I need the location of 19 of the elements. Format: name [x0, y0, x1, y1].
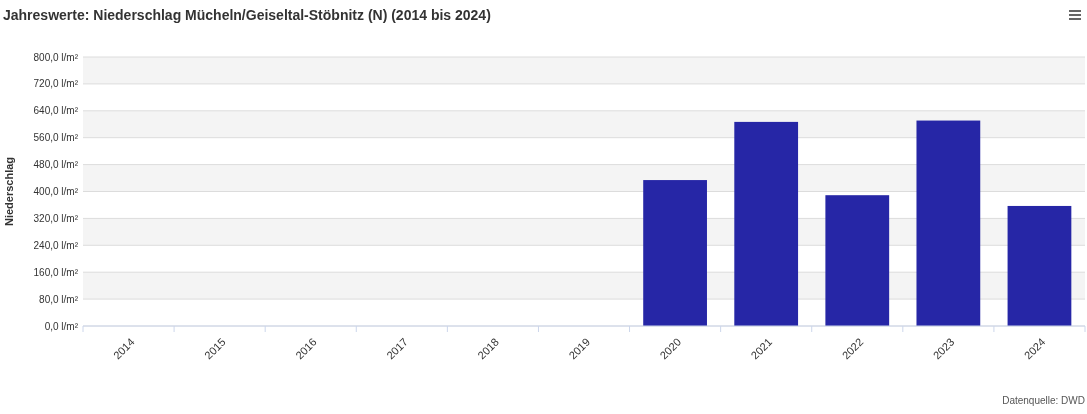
text: Datenquelle: DWD: [1002, 395, 1085, 406]
y-tick-label: 240,0 l/m²: [33, 239, 79, 251]
y-tick-label: 560,0 l/m²: [33, 132, 79, 144]
y-tick-label: 640,0 l/m²: [33, 105, 79, 117]
y-tick-label: 160,0 l/m²: [33, 266, 79, 278]
bar: [1007, 205, 1072, 326]
bar: [643, 180, 707, 326]
y-axis-title: Niederschlag: [3, 156, 15, 227]
chart-title: Jahreswerte: Niederschlag Mücheln/Geiseltal-Stöbnitz (N) (2014 bis 2024): [3, 7, 491, 23]
y-tick-label: 80,0 l/m²: [39, 293, 79, 305]
bar: [825, 195, 890, 326]
bar: [734, 121, 799, 326]
bar: [916, 120, 981, 326]
y-tick-label: 720,0 l/m²: [33, 78, 79, 90]
y-tick-label: 0,0 l/m²: [44, 320, 79, 332]
y-tick-label: 320,0 l/m²: [33, 212, 79, 224]
y-tick-label: 480,0 l/m²: [33, 159, 79, 171]
y-tick-label: 800,0 l/m²: [33, 51, 79, 63]
y-tick-label: 400,0 l/m²: [33, 186, 79, 197]
